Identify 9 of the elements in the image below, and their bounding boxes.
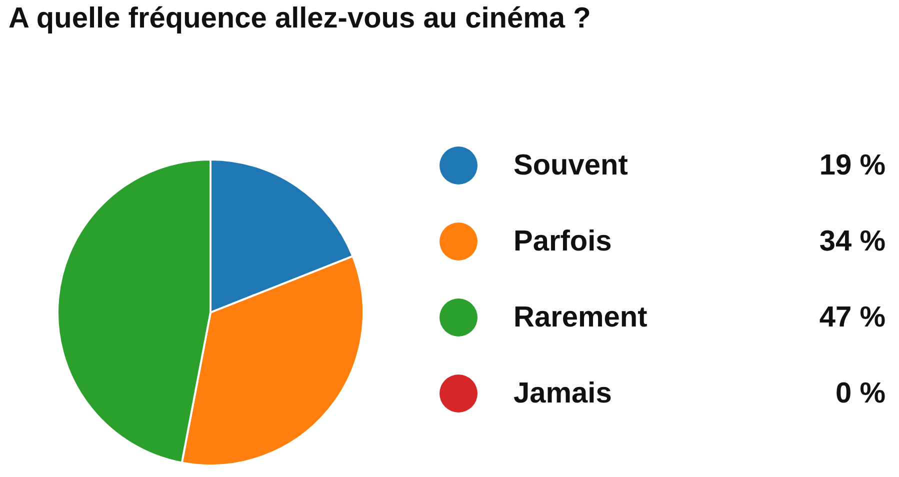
legend-label: Jamais xyxy=(514,378,612,410)
chart-title: A quelle fréquence allez-vous au cinéma ? xyxy=(8,2,591,34)
legend-label: Rarement xyxy=(514,302,648,334)
data-label: 47 % xyxy=(819,302,886,334)
data-label: 19 % xyxy=(819,150,886,182)
legend-label: Parfois xyxy=(514,226,612,258)
legend-label: Souvent xyxy=(514,150,628,182)
text: 0 % xyxy=(836,378,886,410)
data-label: 34 % xyxy=(819,226,886,258)
